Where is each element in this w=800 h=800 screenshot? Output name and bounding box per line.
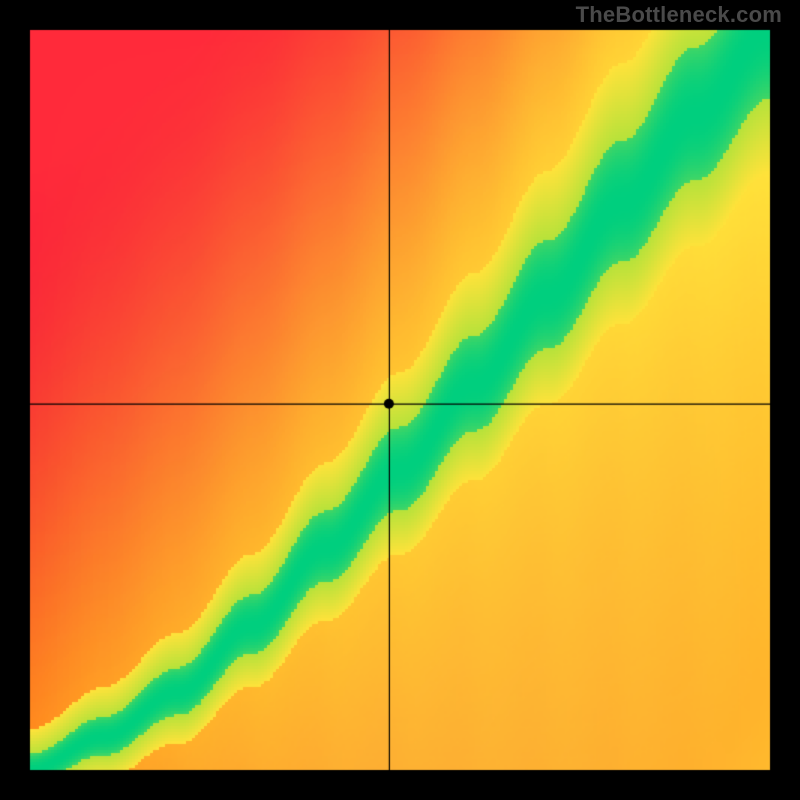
heatmap-canvas [0, 0, 800, 800]
figure-frame: TheBottleneck.com [0, 0, 800, 800]
watermark-text: TheBottleneck.com [576, 2, 782, 28]
